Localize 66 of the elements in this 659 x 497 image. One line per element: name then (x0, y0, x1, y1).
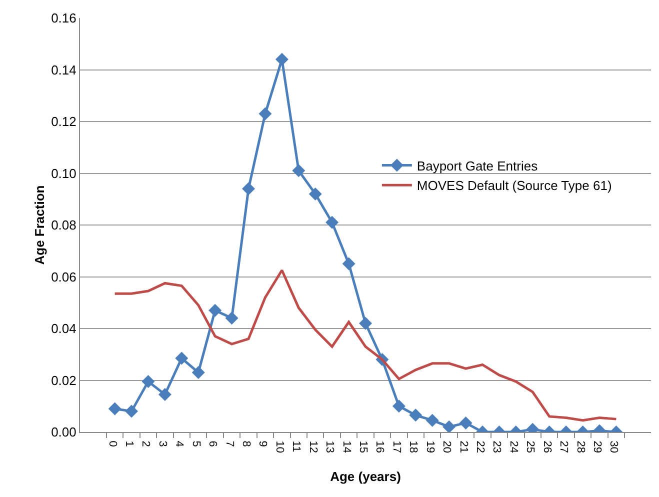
y-tick-label: 0.14 (51, 62, 76, 78)
x-tick-label: 12 (306, 440, 319, 453)
x-tick-label: 25 (524, 440, 536, 453)
y-tick-label: 0.12 (51, 114, 76, 130)
point (409, 408, 422, 422)
x-tick-label: 23 (490, 440, 503, 453)
legend-label: MOVES Default (Source Type 61) (416, 178, 612, 194)
x-tick-label: 20 (440, 440, 453, 453)
x-tick-label: 14 (340, 440, 352, 453)
x-tick-label: 8 (240, 440, 252, 447)
x-tick-label: 10 (273, 440, 286, 453)
x-tick-label: 7 (223, 440, 236, 447)
line-series (114, 269, 618, 422)
point (108, 402, 122, 416)
x-tick-label: 17 (390, 440, 402, 453)
point (459, 416, 472, 430)
point (208, 304, 222, 317)
x-tick-label: 2 (140, 440, 152, 447)
point (292, 164, 306, 178)
y-axis-title: Age Fraction (32, 185, 47, 265)
point (158, 388, 172, 401)
point (242, 182, 256, 196)
point (175, 352, 188, 365)
point (326, 216, 339, 229)
x-tick-label: 5 (190, 440, 202, 447)
point (308, 187, 322, 200)
y-tick-label: 0.04 (51, 321, 76, 336)
legend-label: Bayport Gate Entries (416, 158, 538, 174)
y-tick-label: 0.00 (51, 424, 76, 440)
x-axis-title: Age (years) (330, 469, 401, 484)
point (142, 375, 155, 388)
x-tick-label: 9 (256, 440, 269, 447)
x-tick-label: 4 (173, 440, 186, 447)
x-tick-label: 22 (474, 440, 486, 453)
point (125, 404, 138, 418)
x-tick-label: 27 (558, 440, 570, 453)
x-tick-label: 18 (407, 440, 420, 453)
point (192, 366, 205, 379)
point (359, 316, 372, 330)
x-tick-label: 19 (424, 440, 436, 453)
y-tick-label: 0.06 (51, 269, 76, 284)
y-tick-label: 0.02 (51, 372, 76, 388)
point (342, 257, 356, 270)
point (392, 400, 406, 413)
x-tick-label: 6 (206, 440, 219, 447)
x-tick-label: 3 (156, 440, 168, 447)
x-tick-label: 28 (574, 440, 586, 453)
x-tick-label: 30 (608, 440, 620, 453)
y-tick-label: 0.08 (51, 218, 76, 233)
point (225, 312, 238, 325)
x-tick-label: 1 (123, 440, 136, 447)
point (258, 107, 272, 120)
x-tick-label: 26 (540, 440, 553, 453)
x-tick-label: 0 (106, 440, 118, 447)
x-tick-label: 29 (590, 440, 603, 453)
x-tick-label: 11 (290, 440, 302, 452)
x-tick-label: 15 (357, 440, 369, 453)
point (442, 420, 456, 432)
y-tick-label: 0.16 (51, 10, 76, 26)
x-tick-label: 24 (507, 440, 520, 453)
x-tick-label: 13 (324, 440, 336, 453)
x-tick-label: 16 (374, 440, 386, 453)
y-tick-label: 0.10 (51, 166, 76, 181)
point (426, 414, 439, 427)
point (275, 52, 288, 66)
x-tick-label: 21 (457, 440, 470, 453)
